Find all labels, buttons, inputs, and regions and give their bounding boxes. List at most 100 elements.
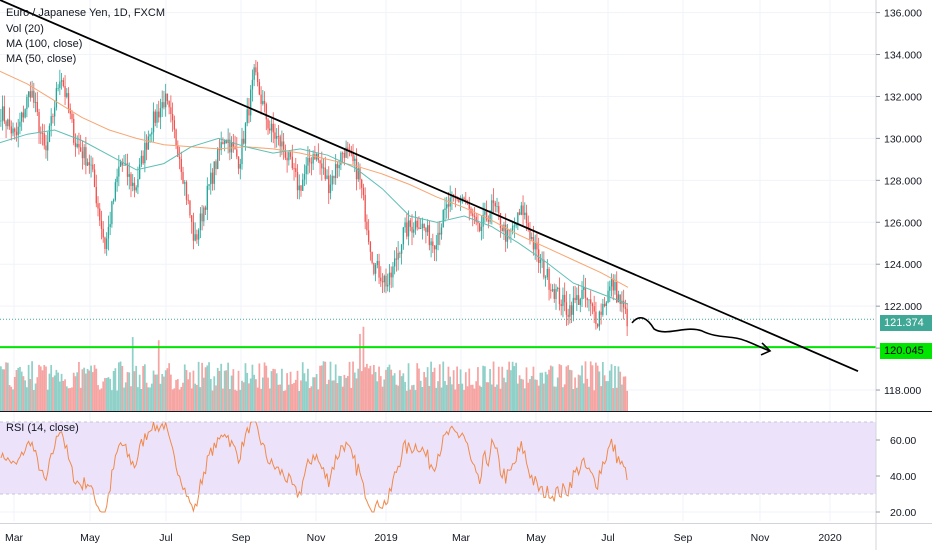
volume-bar xyxy=(511,361,514,411)
volume-bar xyxy=(20,371,23,411)
volume-bar xyxy=(588,386,590,411)
candle-body xyxy=(128,174,130,177)
volume-bar xyxy=(444,381,446,411)
volume-bar xyxy=(31,361,33,411)
volume-bar xyxy=(36,377,39,411)
volume-bar xyxy=(522,379,524,411)
candle-body xyxy=(229,139,231,153)
volume-bar xyxy=(452,370,455,411)
volume-bar xyxy=(147,387,150,411)
candle-body xyxy=(491,200,493,214)
volume-bar xyxy=(333,380,335,411)
candle-body xyxy=(564,294,566,303)
volume-bar xyxy=(71,387,73,411)
volume-bar xyxy=(296,370,299,411)
volume-bar xyxy=(27,364,30,411)
candle-body xyxy=(251,79,254,90)
volume-bar xyxy=(431,371,434,411)
volume-bar xyxy=(558,364,561,411)
volume-bar xyxy=(530,375,533,411)
volume-bar xyxy=(223,370,226,411)
candle-body xyxy=(409,220,411,227)
candle-body xyxy=(407,220,410,237)
candle-body xyxy=(12,128,14,134)
volume-bar xyxy=(119,361,122,411)
candle-body xyxy=(352,153,354,162)
candle-body xyxy=(182,171,184,184)
volume-bar xyxy=(26,387,28,411)
volume-bar xyxy=(353,372,356,411)
volume-bar xyxy=(24,380,27,411)
volume-bar xyxy=(331,380,334,411)
volume-bar xyxy=(485,382,488,411)
candle-body xyxy=(621,300,623,304)
candle-body xyxy=(394,258,396,267)
volume-bar xyxy=(565,366,568,411)
volume-bar xyxy=(6,362,9,411)
candle-body xyxy=(399,253,401,254)
volume-bar xyxy=(425,377,427,411)
candle-body xyxy=(574,297,576,301)
volume-bar xyxy=(277,384,280,411)
candle-body xyxy=(517,212,519,224)
volume-bar xyxy=(454,389,457,411)
candle-body xyxy=(140,155,143,165)
candle-body xyxy=(569,305,571,317)
volume-bar xyxy=(494,386,497,411)
volume-bar xyxy=(490,384,493,411)
candle-body xyxy=(388,272,391,285)
volume-bar xyxy=(95,368,98,411)
volume-bar xyxy=(529,379,531,411)
volume-bar xyxy=(111,390,113,411)
volume-bar xyxy=(157,340,160,411)
volume-bar xyxy=(475,381,478,411)
candle-body xyxy=(461,197,463,201)
candle-body xyxy=(378,260,380,278)
volume-bar xyxy=(537,385,540,411)
volume-bar xyxy=(222,388,224,411)
candle-body xyxy=(340,152,342,166)
volume-bar xyxy=(98,389,101,411)
candle-body xyxy=(303,174,306,180)
candle-body xyxy=(595,311,597,324)
candle-body xyxy=(503,224,505,232)
candle-body xyxy=(381,281,384,283)
volume-bar xyxy=(357,368,360,411)
candle-body xyxy=(118,166,120,177)
volume-bar xyxy=(589,361,592,411)
volume-bar xyxy=(534,379,537,411)
candle-body xyxy=(374,264,377,274)
candle-body xyxy=(262,100,264,104)
volume-bar xyxy=(426,367,429,411)
candle-body xyxy=(362,187,365,196)
volume-bar xyxy=(536,379,538,411)
candle-body xyxy=(78,143,80,148)
candle-body xyxy=(367,230,370,242)
candle-body xyxy=(8,119,11,127)
price-tick-label: 130.000 xyxy=(884,133,922,145)
volume-bar xyxy=(128,372,131,411)
candle-body xyxy=(55,88,58,108)
candle-body xyxy=(511,225,514,231)
candle-body xyxy=(463,197,465,200)
volume-bar xyxy=(237,370,240,411)
candle-body xyxy=(19,121,21,127)
volume-bar xyxy=(527,382,530,411)
candle-body xyxy=(588,299,590,301)
volume-bar xyxy=(45,366,47,411)
volume-bar xyxy=(334,364,337,411)
volume-bar xyxy=(393,373,396,411)
volume-bar xyxy=(442,361,445,411)
volume-bar xyxy=(379,376,382,411)
candle-body xyxy=(180,158,182,172)
candle-body xyxy=(321,163,323,169)
volume-bar xyxy=(0,366,2,411)
candle-body xyxy=(397,253,399,260)
candle-body xyxy=(236,149,238,157)
candle-body xyxy=(557,287,559,289)
volume-bar xyxy=(246,372,249,411)
candle-body xyxy=(380,277,382,282)
candle-body xyxy=(217,148,219,169)
volume-bar xyxy=(374,371,377,411)
volume-bar xyxy=(265,365,268,411)
